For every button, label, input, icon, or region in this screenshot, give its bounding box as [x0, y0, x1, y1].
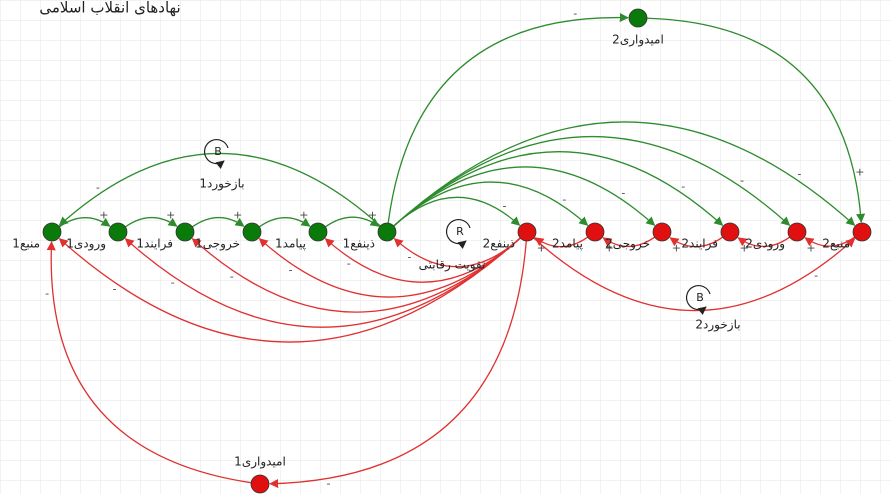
link-sign: - [562, 193, 566, 206]
causal-link [324, 237, 521, 283]
node [652, 222, 672, 242]
link-sign: - [96, 181, 100, 194]
node-label: پیامد1 [275, 237, 306, 251]
node-label: ورودی2 [745, 237, 785, 252]
node-label: ذینفع2 [483, 237, 515, 251]
link-sign: - [814, 269, 818, 282]
loops: B بازخورد1 R تقویت رقابتی B بازخورد2 [199, 139, 741, 333]
node [250, 474, 270, 494]
causal-link [124, 237, 521, 328]
node-label: خروجی2 [605, 237, 650, 252]
link-sign: + [740, 241, 749, 254]
causal-link [533, 237, 856, 312]
node-label: امیدواری2 [612, 33, 664, 48]
link-sign: + [605, 241, 614, 254]
node [517, 222, 537, 242]
causal-link [125, 216, 178, 228]
link-sign: - [503, 199, 507, 212]
node [42, 222, 62, 242]
nodes: منبع1 ورودی1 فرایند1 خروجی1 پیامد1 ذینفع1 ذینف… [12, 8, 872, 494]
link-sign: - [407, 251, 411, 264]
loop-label: بازخورد1 [199, 177, 244, 192]
causal-link [393, 121, 856, 227]
link-sign: + [806, 241, 815, 254]
node [175, 222, 195, 242]
causal-link [669, 236, 723, 248]
link-sign: - [797, 168, 801, 181]
node-label: ذینفع1 [343, 237, 375, 251]
link-sign: - [573, 7, 577, 20]
causal-link [258, 237, 521, 298]
node-label: فرایند1 [136, 237, 173, 252]
node-label: فرایند2 [681, 237, 718, 252]
link-sign: - [289, 263, 293, 276]
node-label: منبع2 [822, 237, 850, 251]
node [787, 222, 807, 242]
loop-arrow [685, 285, 711, 315]
node [308, 222, 328, 242]
loop-symbol: B [696, 291, 704, 304]
causal-link [192, 216, 245, 228]
link-sign: + [855, 165, 864, 178]
causal-link [46, 241, 252, 484]
causal-link [602, 236, 655, 248]
loop-arrow [203, 139, 229, 169]
link-sign: - [45, 287, 49, 300]
link-sign: - [347, 257, 351, 270]
causal-link [393, 136, 791, 227]
link-sign: - [681, 180, 685, 193]
link-sign: - [171, 276, 175, 289]
link-sign: + [368, 208, 377, 221]
link-sign: + [99, 209, 108, 222]
link-sign: + [166, 209, 175, 222]
link-sign: + [672, 242, 681, 255]
link-sign: - [327, 477, 331, 490]
causal-link [646, 17, 866, 223]
edges: + + + + + - - - - - - - - + + + + + + - - - - - - - - - [45, 7, 866, 490]
loop-arrow [445, 219, 471, 249]
causal-link [393, 237, 521, 268]
node-label: ورودی1 [66, 237, 106, 252]
node [377, 222, 397, 242]
link-sign: - [740, 174, 744, 187]
node [242, 222, 262, 242]
causal-link [534, 236, 588, 248]
node-label: پیامد2 [552, 237, 583, 251]
causal-link [393, 166, 656, 227]
causal-link [259, 217, 311, 228]
link-sign: + [537, 242, 546, 255]
node [720, 222, 740, 242]
node [852, 222, 872, 242]
causal-link [393, 151, 724, 227]
node-label: امیدواری1 [234, 455, 286, 470]
loop-label: بازخورد2 [695, 318, 740, 333]
node [628, 8, 648, 28]
node [108, 222, 128, 242]
title: نهادهای انقلاب اسلامی [39, 0, 180, 17]
node-label: منبع1 [12, 237, 40, 251]
node [585, 222, 605, 242]
link-sign: - [230, 270, 234, 283]
causal-link [269, 240, 527, 489]
loop-symbol: R [456, 225, 464, 238]
loop-label: تقویت رقابتی [419, 258, 486, 273]
causal-link [325, 216, 380, 228]
causal-link [58, 152, 381, 227]
causal-link [58, 237, 521, 343]
causal-link [387, 12, 629, 224]
loop-symbol: B [214, 145, 222, 158]
causal-link [737, 236, 790, 248]
link-sign: - [621, 187, 625, 200]
causal-link [191, 237, 521, 313]
link-sign: + [233, 209, 242, 222]
node-label: خروجی1 [195, 237, 240, 252]
link-sign: + [299, 209, 308, 222]
link-sign: - [113, 282, 117, 295]
